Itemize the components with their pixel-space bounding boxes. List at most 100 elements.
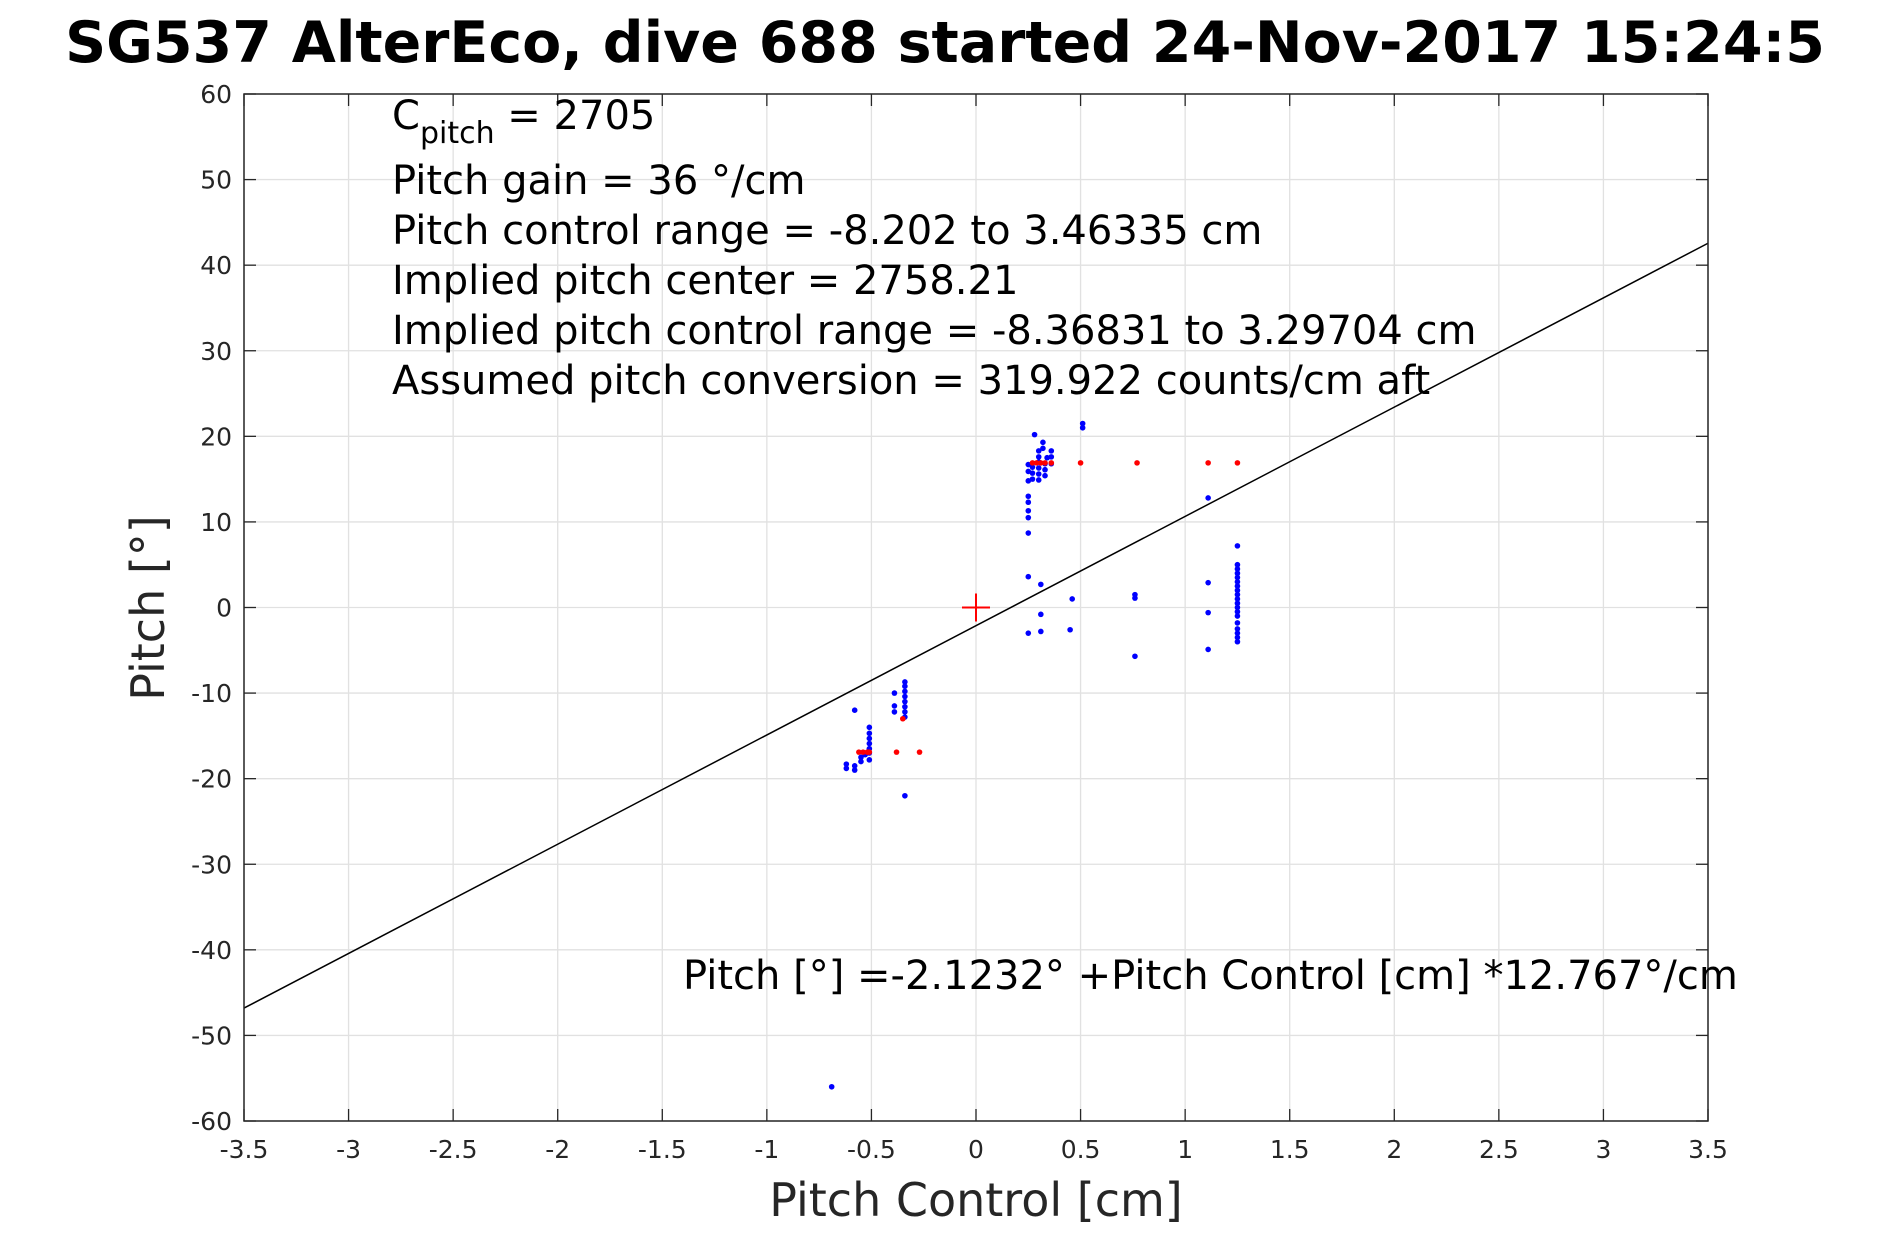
x-tick-label: 3.5 (1688, 1135, 1728, 1164)
y-tick-label: 50 (200, 166, 232, 195)
data-point (1040, 439, 1046, 446)
data-point (1132, 595, 1138, 601)
y-tick-label: 20 (200, 422, 232, 451)
annotation-line: Pitch control range = -8.202 to 3.46335 … (392, 208, 1262, 254)
annotation-line: Implied pitch control range = -8.36831 t… (392, 308, 1476, 354)
y-tick-label: -10 (191, 679, 232, 708)
data-point (1234, 638, 1241, 645)
x-tick-label: 2 (1386, 1135, 1402, 1164)
x-tick-label: -3.5 (220, 1135, 269, 1164)
data-point (1234, 630, 1241, 636)
data-point (858, 758, 864, 765)
data-point (1234, 583, 1241, 589)
y-tick-label: 40 (200, 251, 232, 280)
data-point (902, 698, 908, 705)
data-point (902, 792, 908, 799)
data-points-layer (828, 420, 1241, 1090)
data-point (851, 763, 858, 769)
data-point (1134, 460, 1140, 466)
annotation-line: Pitch gain = 36 °/cm (392, 158, 805, 204)
data-point (1029, 460, 1036, 466)
data-point (900, 715, 906, 722)
data-point (1048, 454, 1055, 460)
data-point (1205, 495, 1211, 501)
y-tick-label: 60 (200, 80, 232, 109)
y-tick-label: -40 (191, 936, 232, 965)
data-point (866, 730, 873, 737)
data-point (1048, 460, 1055, 466)
y-tick-label: -60 (191, 1107, 232, 1136)
data-point (1205, 609, 1211, 616)
data-point (1234, 561, 1241, 568)
data-point (866, 757, 873, 763)
data-point (1069, 596, 1076, 602)
annotation-line: Assumed pitch conversion = 319.922 count… (392, 358, 1430, 404)
data-point (891, 703, 898, 709)
data-point (1234, 566, 1241, 572)
annotation-line: Cpitch = 2705 (392, 93, 655, 151)
data-point (1079, 420, 1086, 427)
y-tick-label: -20 (191, 765, 232, 794)
x-tick-label: 1.5 (1270, 1135, 1310, 1164)
data-point (1234, 579, 1241, 585)
data-point (1067, 626, 1073, 633)
data-point (866, 749, 873, 755)
x-tick-label: 0.5 (1061, 1135, 1101, 1164)
data-point (843, 765, 850, 772)
data-point (1234, 596, 1241, 602)
data-point (866, 740, 873, 747)
data-point (1132, 653, 1138, 660)
data-point (1025, 499, 1032, 506)
data-point (1038, 628, 1044, 635)
data-point (1234, 570, 1241, 577)
data-point (1234, 600, 1241, 607)
data-point (851, 707, 858, 713)
data-point (1234, 587, 1241, 594)
data-point (891, 709, 898, 715)
data-point (902, 679, 908, 685)
data-point (1205, 579, 1211, 586)
data-point (1029, 476, 1036, 482)
y-tick-label: -50 (191, 1021, 232, 1050)
chart-title: SG537 AlterEco, dive 688 started 24-Nov-… (65, 10, 1825, 76)
x-tick-label: -1.5 (638, 1135, 687, 1164)
x-tick-label: 2.5 (1479, 1135, 1519, 1164)
data-point (1025, 507, 1032, 514)
data-point (1042, 460, 1048, 466)
data-point (1042, 466, 1048, 473)
data-point (1035, 448, 1042, 454)
data-point (1035, 454, 1042, 460)
tick-layer: -3.5 -3 -2.5 -2 -1.5 -1 -0.5 0 0.5 1 1.5 2 2.5 3 3.5 -6… (191, 80, 1728, 1164)
x-tick-label: 1 (1177, 1135, 1193, 1164)
data-point (1035, 465, 1042, 471)
data-point (916, 749, 923, 755)
data-point (1205, 460, 1211, 466)
x-tick-label: -2.5 (429, 1135, 478, 1164)
data-point (1029, 470, 1036, 476)
data-point (1038, 460, 1044, 466)
grid-layer (243, 93, 1709, 1122)
data-point (1035, 471, 1042, 477)
y-tick-label: -30 (191, 850, 232, 879)
data-point (856, 749, 862, 755)
x-tick-label: -2 (545, 1135, 570, 1164)
x-tick-label: -1 (754, 1135, 779, 1164)
data-point (1038, 581, 1044, 588)
data-point (851, 767, 858, 773)
y-tick-label: 30 (200, 337, 232, 366)
data-point (1025, 514, 1032, 521)
annotation-line: Implied pitch center = 2758.21 (392, 258, 1018, 304)
data-point (1031, 431, 1038, 438)
data-point (866, 735, 873, 742)
data-point (893, 749, 900, 755)
data-point (1029, 464, 1036, 470)
data-point (902, 683, 908, 690)
x-tick-label: 0 (968, 1135, 984, 1164)
center-marker-layer (962, 593, 990, 622)
data-point (866, 724, 873, 731)
data-point (902, 688, 908, 695)
data-point (1035, 477, 1042, 483)
y-axis-label: Pitch [°] (121, 515, 175, 701)
data-point (1234, 591, 1241, 598)
